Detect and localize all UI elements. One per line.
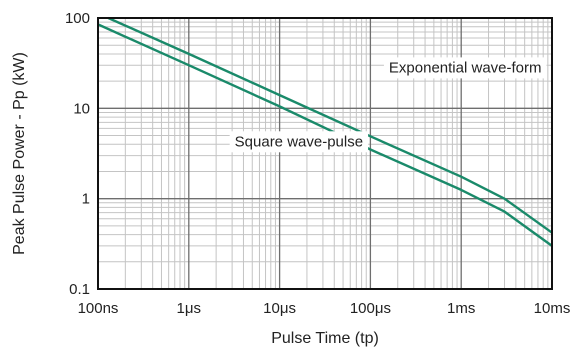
- x-axis-label: Pulse Time (tp): [271, 330, 379, 347]
- series-label-square-bg: [229, 131, 369, 153]
- series-line-exponential: [107, 16, 553, 234]
- y-tick-label: 100: [65, 10, 90, 27]
- x-tick-label: 10μs: [263, 300, 296, 317]
- x-tick-label: 100ns: [78, 300, 119, 317]
- y-tick-label: 10: [73, 100, 90, 117]
- x-tick-label: 10ms: [534, 300, 571, 317]
- series-line-square: [97, 23, 553, 247]
- series-labels: Exponential wave-form Square wave-pulse: [229, 57, 547, 153]
- x-tick-label: 100μs: [350, 300, 391, 317]
- plot-frame: [97, 17, 553, 290]
- y-axis-label: Peak Pulse Power - Pp (kW): [11, 52, 28, 255]
- y-tick-label: 0.1: [69, 281, 90, 298]
- x-tick-label: 1μs: [177, 300, 202, 317]
- series-label-exponential-bg: [383, 57, 547, 79]
- series-label-exponential: Exponential wave-form: [389, 59, 542, 76]
- x-tick-label: 1ms: [447, 300, 475, 317]
- series-layer: [97, 16, 553, 247]
- y-tick-label: 1: [82, 191, 90, 208]
- tick-labels: 100ns 1μs 10μs 100μs 1ms 10ms 0.1 1 10 100: [65, 10, 570, 317]
- series-label-square: Square wave-pulse: [235, 133, 363, 150]
